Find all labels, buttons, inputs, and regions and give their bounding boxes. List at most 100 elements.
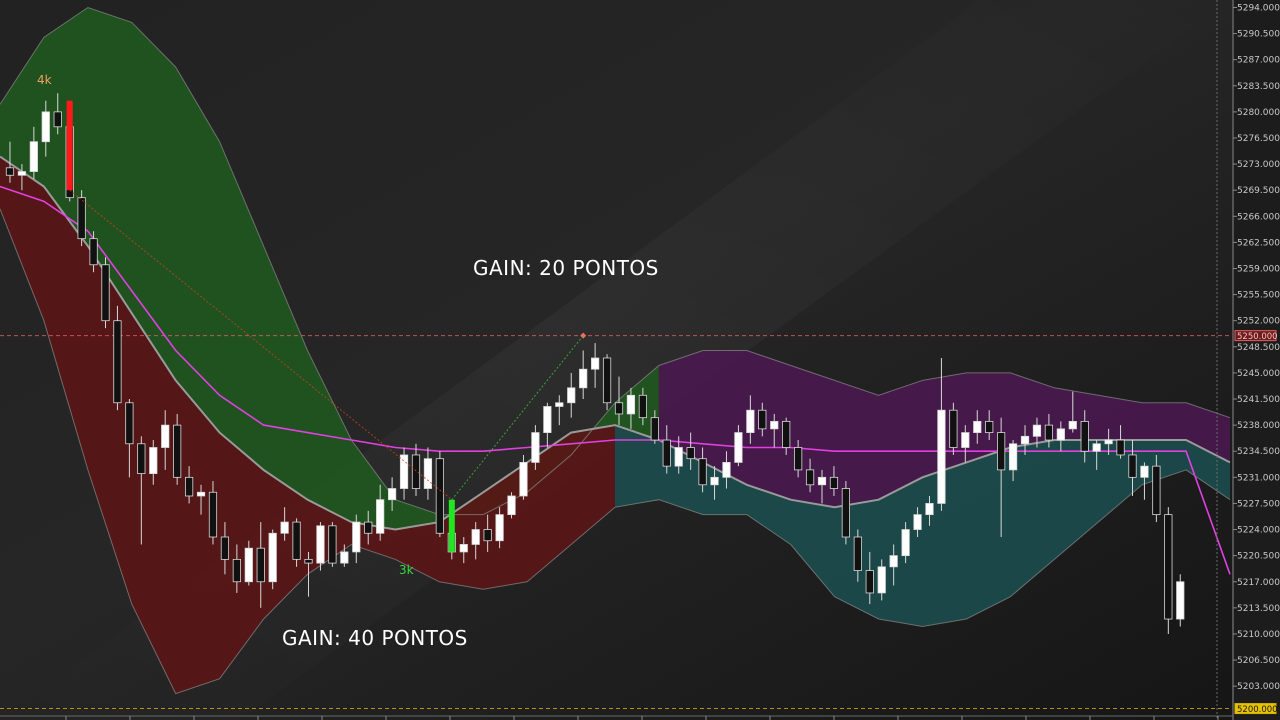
price-tick-label: 5210.000 [1237,630,1280,640]
candle-body-up [1008,443,1018,471]
candle-body-down [483,529,492,542]
candle [340,544,349,567]
candle-body-up [244,547,253,583]
candle-body-down [125,402,134,445]
price-tick-label: 5266.000 [1237,212,1280,222]
candle [758,402,767,437]
candle-body-down [829,476,839,489]
candle [1176,574,1185,627]
lower-band-line [0,208,1231,695]
price-tick-label: 5234.500 [1237,447,1280,457]
candle-body-down [5,167,15,176]
candle [29,126,38,179]
candle-body-down [638,394,647,419]
candle [925,495,934,526]
candle-body-up [1056,428,1065,441]
trade-path-sell [69,189,453,501]
candle [137,436,146,545]
candle [388,477,397,511]
price-tag-label-0: 5250.000 [1237,332,1278,342]
candle-body-up [388,488,397,501]
price-tag-label-1: 5200.000 [1237,705,1278,715]
candle-body-down [101,264,110,322]
candle-body-up [877,566,886,594]
candle [913,507,922,537]
candles [5,93,1185,634]
candle-body-down [53,111,62,128]
price-axis: 5294.000 5290.500 5287.000 5283.500 5280.000… [1233,3,1280,692]
price-axis-panel[interactable] [1232,0,1280,720]
candle-body-up [1140,465,1149,478]
candle-body-up [817,476,827,486]
price-tick-label: 5248.500 [1237,343,1280,353]
candle-body-up [1104,439,1113,445]
candle-body-down [232,558,241,583]
candle [471,522,480,560]
candle [220,522,230,575]
candle-body-down [782,420,791,448]
candle [1152,454,1161,523]
price-tick-label: 5262.500 [1237,238,1280,248]
candle-body-down [698,458,707,486]
candle [1020,425,1030,455]
trade-path-buy [451,335,584,501]
candle [543,402,552,448]
candle [579,350,588,400]
candle [149,440,158,485]
candle [985,410,994,441]
candle [125,399,134,478]
candle-body-up [280,521,289,534]
candle [805,458,815,493]
candle-body-up [399,454,409,489]
gain-annotation-20: GAIN: 20 PONTOS [473,256,659,280]
candle [817,469,827,504]
candle-body-down [113,320,122,404]
time-axis-ticks [65,716,1219,720]
price-tick-label: 5203.000 [1237,682,1280,692]
candle-body-up [591,357,600,370]
candle [901,522,910,564]
candle [459,537,468,564]
candle-body-down [304,558,313,564]
price-tick-label: 5294.000 [1237,3,1280,13]
candle-body-down [1044,424,1054,441]
candle [1164,507,1173,634]
candle [626,387,636,429]
price-tag-box-0 [1234,330,1277,342]
candle-body-down [865,570,874,594]
price-tick-label: 5241.500 [1237,395,1280,405]
candle-body-up [913,514,922,530]
candle-body-down [794,447,803,471]
candle-body-up [734,432,743,463]
candle-body-down [758,409,767,430]
candle-body-up [710,476,719,486]
candle-body-down [364,521,373,534]
candle-body-up [1032,424,1042,437]
candle-body-up [507,495,516,516]
price-tick-label: 5269.500 [1237,186,1280,196]
candle-body-up [495,514,504,542]
candle-body-down [1152,465,1161,516]
candle-body-up [29,141,38,172]
candle-body-up [746,409,755,433]
candle [829,466,839,496]
price-tick-label: 5255.500 [1237,291,1280,301]
price-tick-label: 5224.000 [1237,526,1280,536]
candle [997,417,1006,537]
candle [662,425,671,474]
candle [710,466,719,500]
upper-band-fill-green [0,7,659,530]
candle [686,432,695,470]
candle-body-up [519,462,528,497]
candle [113,305,122,411]
candle [483,514,492,552]
candle [280,507,289,541]
candle [507,492,516,519]
candle-body-up [626,394,636,415]
candle [519,454,528,500]
candle [841,481,850,545]
candle-body-up [674,447,683,467]
candle [1116,425,1125,459]
candle-body-up [937,409,946,504]
